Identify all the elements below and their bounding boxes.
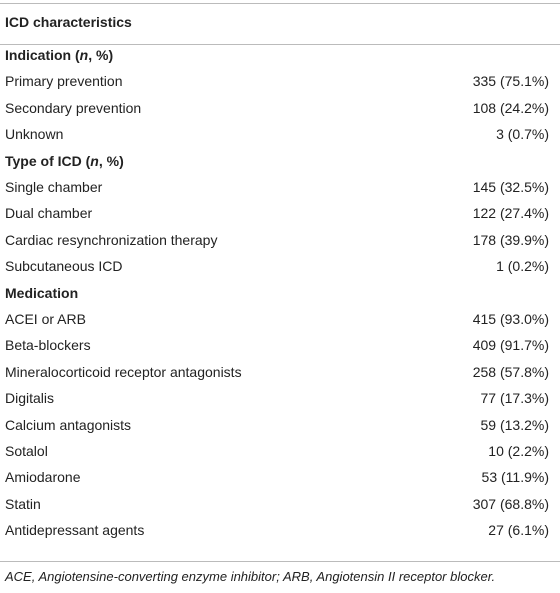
row-value: 1 (0.2%) bbox=[496, 258, 549, 275]
row-value: 122 (27.4%) bbox=[472, 205, 549, 222]
row-label: Mineralocorticoid receptor antagonists bbox=[5, 363, 242, 380]
row-label: Beta-blockers bbox=[5, 337, 91, 354]
row-value: 415 (93.0%) bbox=[472, 311, 549, 327]
title-run: , %) bbox=[98, 152, 124, 169]
row-value: 258 (57.8%) bbox=[472, 363, 549, 380]
row-value: 178 (39.9%) bbox=[472, 231, 549, 248]
row-label: ACEI or ARB bbox=[5, 311, 86, 327]
title-run: n bbox=[79, 47, 89, 63]
row-value: 10 (2.2%) bbox=[488, 443, 549, 459]
row-value: 409 (91.7%) bbox=[472, 337, 549, 354]
table-header: ICD characteristics bbox=[5, 14, 132, 30]
row-label: Secondary prevention bbox=[5, 99, 142, 116]
section-title: Medication bbox=[5, 280, 78, 306]
footnote: ACE, Angiotensine-converting enzyme inhi… bbox=[5, 569, 496, 584]
section-title: Indication (n, %) bbox=[5, 42, 113, 68]
row-label: Amiodarone bbox=[5, 469, 81, 486]
row-label: Single chamber bbox=[5, 179, 103, 195]
row-label: Dual chamber bbox=[5, 205, 93, 222]
row-label: Statin bbox=[5, 495, 41, 512]
bottom-rule bbox=[0, 561, 560, 562]
row-value: 27 (6.1%) bbox=[488, 522, 549, 539]
row-value: 145 (32.5%) bbox=[472, 179, 549, 195]
row-value: 77 (17.3%) bbox=[480, 390, 549, 407]
section-title: Type of ICD (n, %) bbox=[5, 148, 124, 174]
title-run: , %) bbox=[88, 47, 114, 63]
row-label: Digitalis bbox=[5, 390, 55, 407]
row-label: Calcium antagonists bbox=[5, 416, 132, 433]
row-value: 59 (13.2%) bbox=[480, 416, 549, 433]
row-label: Subcutaneous ICD bbox=[5, 258, 123, 275]
row-label: Primary prevention bbox=[5, 73, 123, 90]
header-rule bbox=[0, 44, 560, 45]
row-value: 3 (0.7%) bbox=[496, 126, 549, 143]
row-label: Cardiac resynchronization therapy bbox=[5, 231, 218, 248]
row-value: 53 (11.9%) bbox=[481, 469, 549, 486]
top-rule bbox=[0, 3, 560, 4]
row-label: Antidepressant agents bbox=[5, 522, 145, 539]
row-label: Sotalol bbox=[5, 443, 48, 459]
title-run: n bbox=[90, 152, 99, 169]
row-value: 108 (24.2%) bbox=[472, 99, 549, 116]
row-value: 335 (75.1%) bbox=[472, 73, 549, 90]
row-label: Unknown bbox=[5, 126, 64, 143]
title-run: Medication bbox=[5, 284, 79, 301]
row-value: 307 (68.8%) bbox=[472, 495, 549, 512]
title-run: Indication ( bbox=[5, 47, 80, 63]
title-run: Type of ICD ( bbox=[5, 152, 91, 169]
